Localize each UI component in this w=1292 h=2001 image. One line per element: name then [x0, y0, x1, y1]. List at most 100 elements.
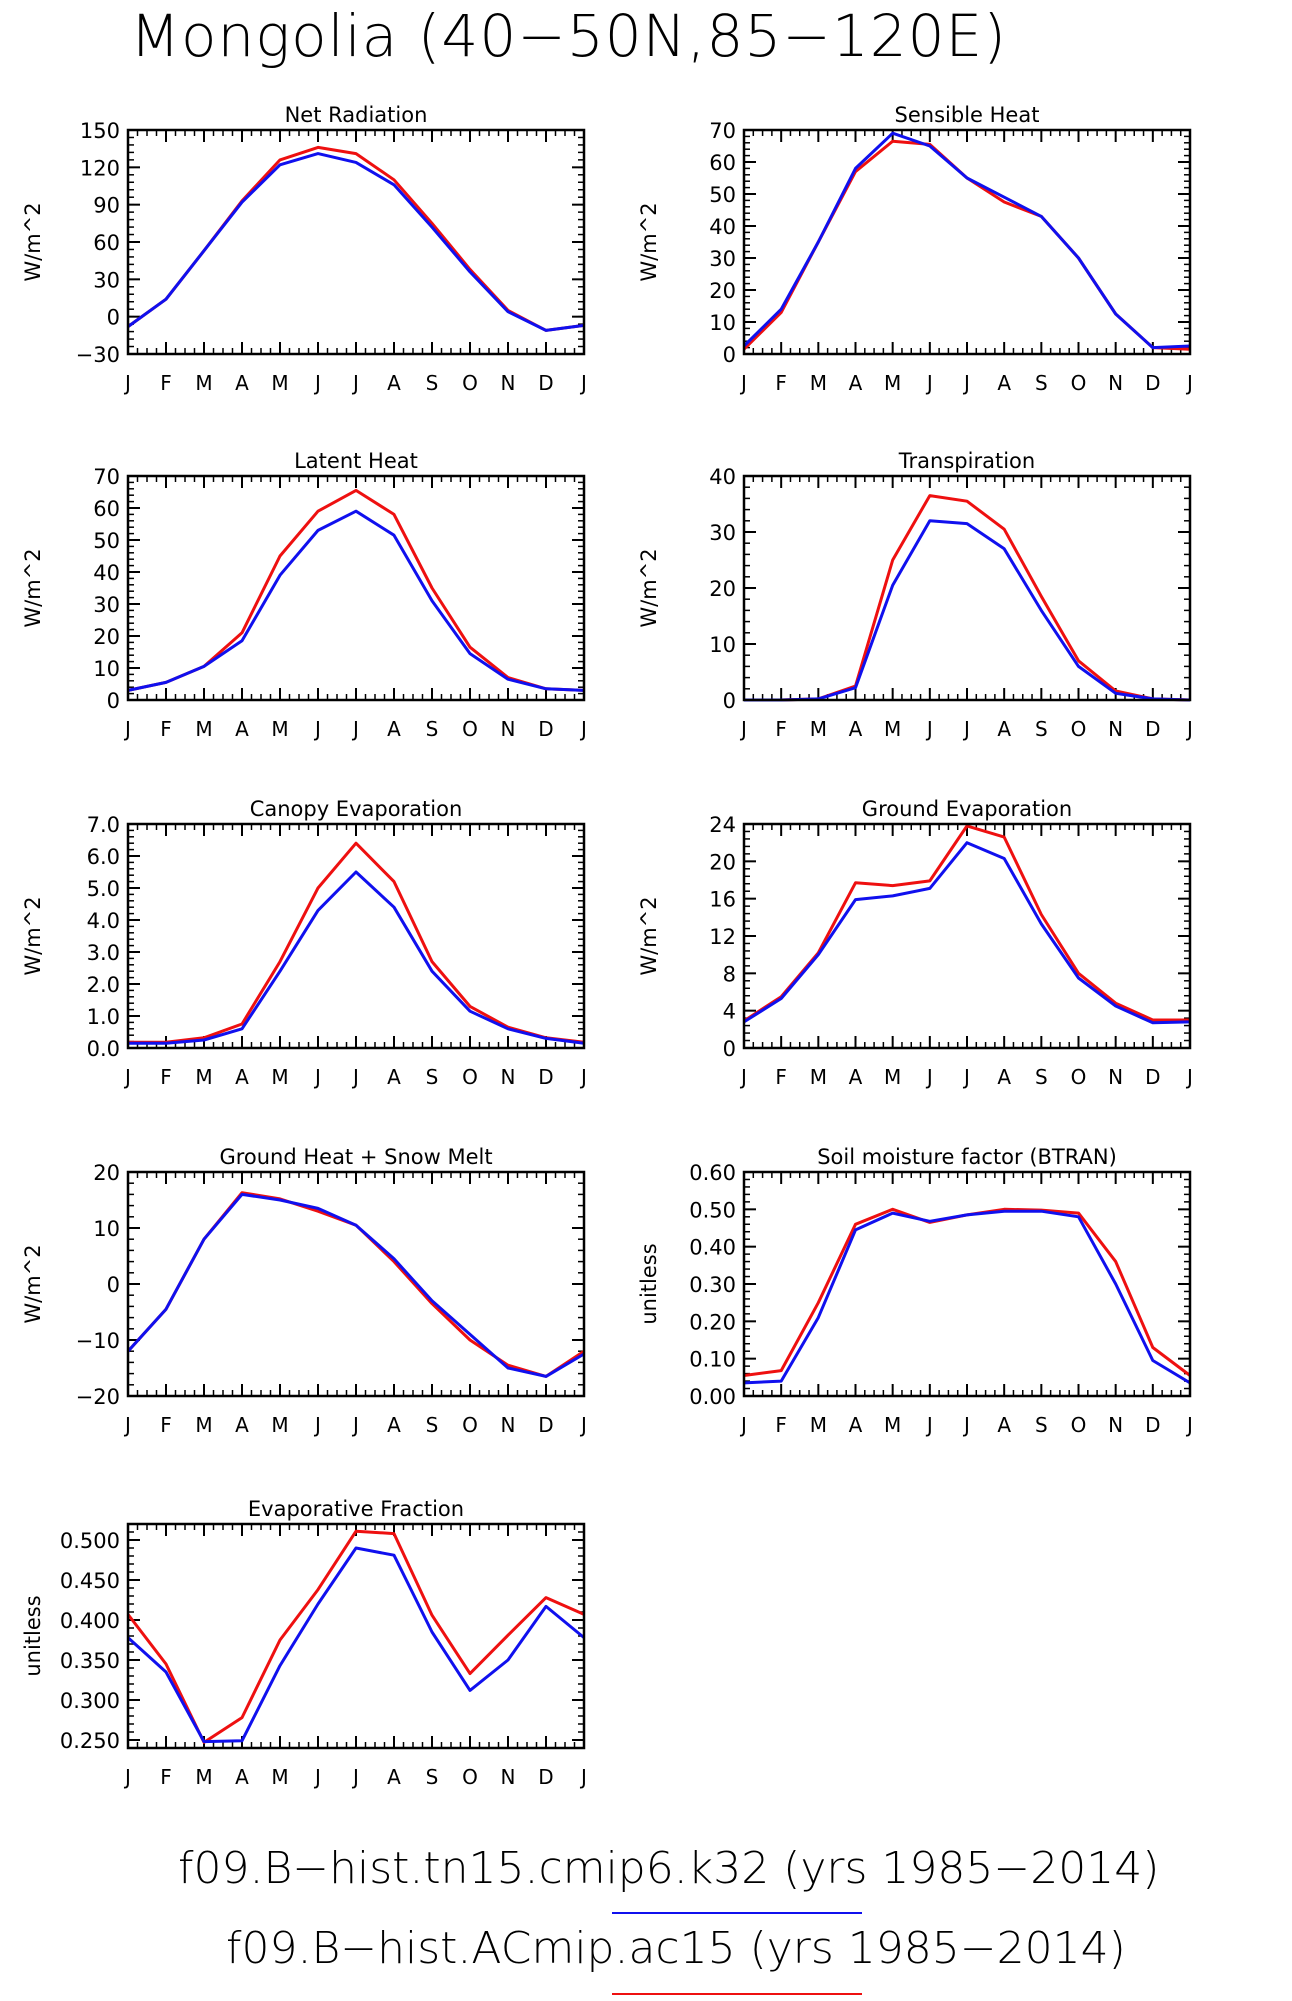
x-tick-label: J	[313, 1765, 321, 1789]
series-line-case1	[127, 152, 585, 332]
x-tick-label: J	[351, 1765, 359, 1789]
x-tick-label: O	[462, 1765, 478, 1789]
y-axis-label: unitless	[637, 1243, 661, 1324]
x-tick-label: A	[387, 1413, 401, 1437]
x-tick-label: F	[160, 371, 172, 395]
y-tick-label: 50	[93, 529, 120, 553]
legend-swatch-case1	[612, 1912, 862, 1914]
x-tick-label: N	[1108, 1065, 1123, 1089]
x-tick-label: F	[775, 1413, 787, 1437]
y-tick-label: 150	[80, 119, 120, 143]
x-tick-label: N	[1108, 717, 1123, 741]
y-tick-label: 8	[723, 962, 736, 986]
y-tick-label: −20	[76, 1385, 120, 1409]
chart-title: Sensible Heat	[895, 103, 1040, 127]
y-axis-label: unitless	[21, 1595, 45, 1676]
y-axis-label: W/m^2	[21, 202, 45, 281]
x-tick-label: M	[810, 1413, 827, 1437]
plot-frame	[742, 1170, 1192, 1398]
x-tick-label: D	[1145, 371, 1160, 395]
x-tick-label: D	[538, 1413, 553, 1437]
y-axis-label: W/m^2	[21, 548, 45, 627]
x-tick-label: A	[235, 1413, 249, 1437]
y-tick-label: 3.0	[87, 941, 120, 965]
y-tick-label: 0.10	[689, 1348, 736, 1372]
x-tick-label: M	[271, 1065, 288, 1089]
y-tick-label: 30	[93, 593, 120, 617]
x-tick-label: N	[501, 717, 516, 741]
x-tick-label: J	[925, 1413, 933, 1437]
y-axis-label: W/m^2	[637, 896, 661, 975]
y-tick-label: 10	[93, 1217, 120, 1241]
x-tick-label: D	[1145, 717, 1160, 741]
x-tick-label: O	[462, 717, 478, 741]
y-tick-label: 20	[709, 577, 736, 601]
x-tick-label: M	[195, 717, 212, 741]
x-tick-label: N	[1108, 1413, 1123, 1437]
series-line-case1	[127, 509, 585, 692]
figure-title: Mongolia (40−50N,85−120E)	[130, 2, 1007, 70]
x-tick-label: F	[160, 717, 172, 741]
x-tick-label: M	[884, 717, 901, 741]
x-tick-label: A	[849, 1413, 863, 1437]
x-tick-label: N	[501, 1065, 516, 1089]
plot-frame	[126, 1170, 586, 1398]
x-tick-label: J	[739, 371, 747, 395]
y-tick-label: 2.0	[87, 973, 120, 997]
x-tick-label: J	[925, 1065, 933, 1089]
x-tick-label: A	[997, 371, 1011, 395]
series-line-case1	[743, 841, 1191, 1025]
x-tick-label: M	[195, 1065, 212, 1089]
y-tick-label: 0.40	[689, 1236, 736, 1260]
y-tick-label: 0.60	[689, 1161, 736, 1185]
x-tick-label: S	[1035, 717, 1048, 741]
y-tick-label: 0.400	[60, 1609, 120, 1633]
y-tick-label: 7.0	[87, 813, 120, 837]
x-tick-label: F	[775, 1065, 787, 1089]
x-tick-label: A	[997, 1413, 1011, 1437]
y-tick-label: 0	[107, 689, 120, 713]
x-tick-label: J	[579, 1065, 587, 1089]
y-tick-label: 0	[723, 689, 736, 713]
x-tick-label: O	[462, 371, 478, 395]
x-tick-label: J	[739, 1065, 747, 1089]
x-tick-label: J	[351, 1413, 359, 1437]
x-tick-label: J	[1185, 717, 1193, 741]
x-tick-label: M	[810, 717, 827, 741]
x-tick-label: S	[426, 717, 439, 741]
x-tick-label: D	[538, 1765, 553, 1789]
x-tick-label: F	[160, 1065, 172, 1089]
legend-entry-case1: f09.B−hist.tn15.cmip6.k32 (yrs 1985−2014…	[178, 1843, 1160, 1894]
series-line-case2	[126, 1529, 585, 1744]
series-line-case1	[128, 870, 585, 1045]
x-tick-label: J	[962, 1413, 970, 1437]
y-tick-label: 20	[93, 1161, 120, 1185]
x-tick-label: J	[925, 371, 933, 395]
x-tick-label: N	[501, 1765, 516, 1789]
x-tick-label: J	[1185, 1413, 1193, 1437]
x-tick-label: J	[123, 1413, 131, 1437]
chart-title: Transpiration	[898, 449, 1035, 473]
x-tick-label: S	[1035, 371, 1048, 395]
series-line-case1	[126, 1192, 585, 1378]
legend-entry-case2: f09.B−hist.ACmip.ac15 (yrs 1985−2014)	[226, 1923, 1126, 1974]
y-tick-label: 60	[93, 231, 120, 255]
y-tick-label: 0.20	[689, 1310, 736, 1334]
y-tick-label: 10	[709, 311, 736, 335]
x-tick-label: O	[1071, 1065, 1087, 1089]
x-tick-label: J	[123, 717, 131, 741]
x-tick-label: S	[1035, 1065, 1048, 1089]
x-tick-label: A	[387, 1065, 401, 1089]
x-tick-label: N	[1108, 371, 1123, 395]
x-tick-label: S	[426, 1413, 439, 1437]
x-tick-label: M	[195, 1413, 212, 1437]
y-tick-label: 20	[709, 279, 736, 303]
series-line-case1	[126, 1546, 585, 1744]
x-tick-label: A	[387, 371, 401, 395]
x-tick-label: S	[426, 1765, 439, 1789]
y-tick-label: 24	[709, 813, 736, 837]
